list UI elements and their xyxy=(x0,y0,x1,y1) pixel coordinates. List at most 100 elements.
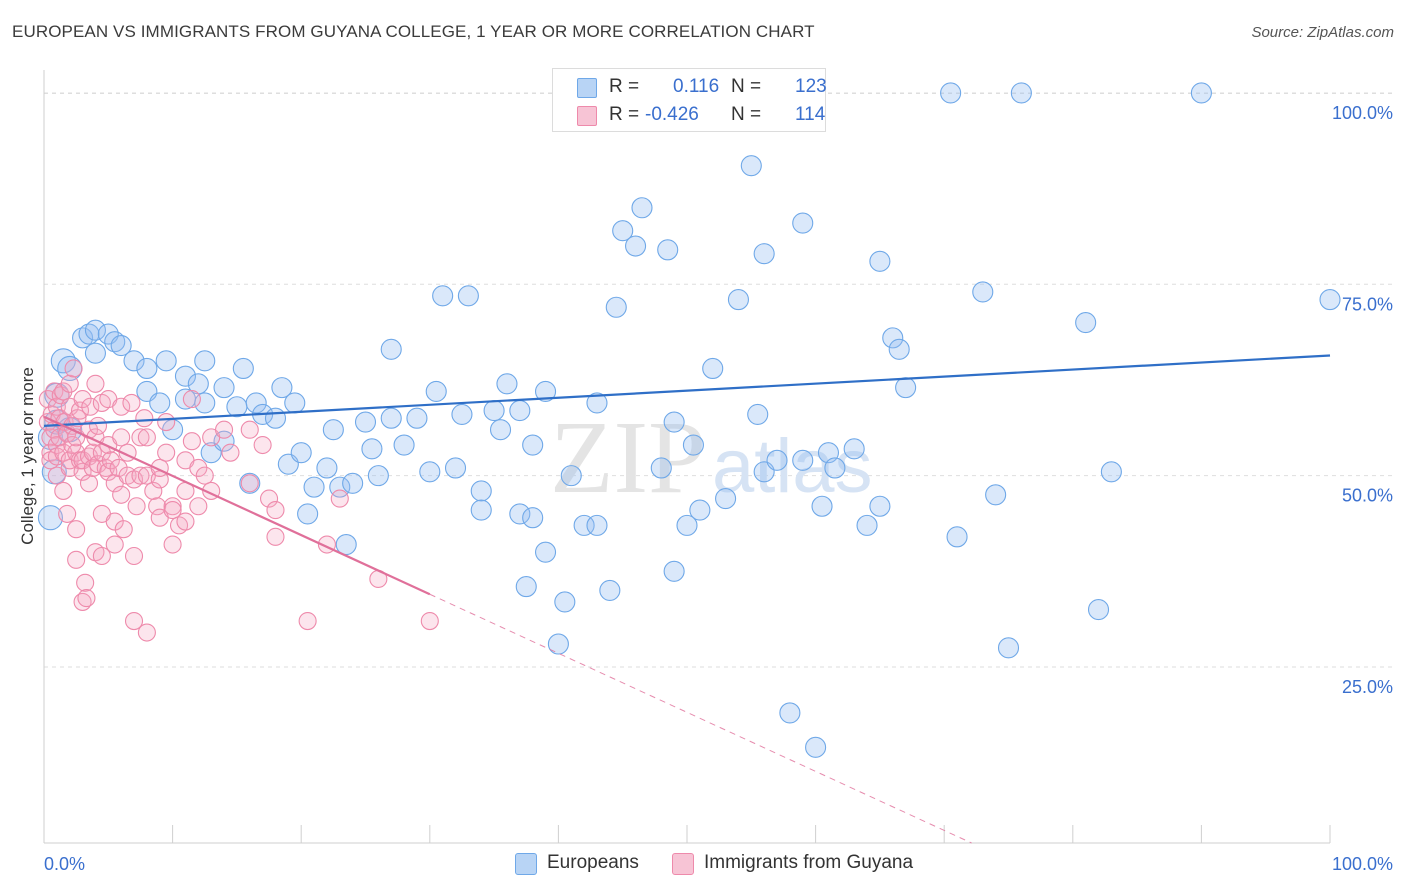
guyana-point xyxy=(127,497,146,516)
europeans-point xyxy=(483,400,505,422)
europeans-point xyxy=(457,285,479,307)
europeans-point xyxy=(702,357,724,380)
guyana-point xyxy=(298,611,317,631)
europeans-point xyxy=(522,434,544,456)
europeans-point xyxy=(444,457,467,479)
europeans-point xyxy=(657,239,679,261)
guyana-point xyxy=(124,611,144,631)
r-label: R = xyxy=(609,104,640,125)
guyana-point xyxy=(124,546,144,566)
guyana-point xyxy=(112,485,131,504)
guyana-points xyxy=(38,359,439,642)
europeans-point xyxy=(361,438,383,460)
grid-lines xyxy=(44,92,1395,668)
correlation-legend: R = 0.116 N = 123 R = -0.426 N = 114 xyxy=(552,68,827,132)
guyana-point xyxy=(189,458,208,478)
guyana-point xyxy=(105,535,124,554)
axis-labels: 25.0% 50.0% 75.0% 100.0% 0.0% 100.0% College, … xyxy=(18,103,1393,874)
guyana-r-value: -0.426 xyxy=(645,104,699,125)
europeans-point xyxy=(84,342,106,364)
y-tick-label: 25.0% xyxy=(1342,677,1393,697)
europeans-point xyxy=(689,499,711,521)
europeans-point xyxy=(843,438,865,460)
y-axis-title: College, 1 year or more xyxy=(18,367,37,545)
europeans-point xyxy=(676,514,698,536)
europeans-point xyxy=(367,465,389,487)
guyana-point xyxy=(240,420,259,439)
europeans-point xyxy=(650,457,672,479)
watermark-atlas: atlas xyxy=(712,424,873,509)
guyana-point xyxy=(131,466,150,485)
europeans-point xyxy=(631,197,653,219)
guyana-point xyxy=(240,474,259,493)
europeans-point xyxy=(560,465,582,487)
guyana-point xyxy=(67,520,86,539)
europeans-point xyxy=(811,495,833,517)
europeans-point xyxy=(496,373,518,395)
europeans-point xyxy=(888,338,910,360)
europeans-point xyxy=(856,514,878,536)
europeans-point xyxy=(470,480,492,502)
guyana-point xyxy=(81,397,100,416)
guyana-point xyxy=(135,409,154,428)
europeans-point xyxy=(149,392,171,414)
europeans-point xyxy=(271,377,293,399)
europeans-point xyxy=(342,472,364,494)
n-label: N = xyxy=(731,76,762,97)
guyana-point xyxy=(99,462,118,481)
europeans-n-value: 123 xyxy=(795,76,827,97)
guyana-point xyxy=(92,546,111,566)
guyana-point xyxy=(182,432,201,451)
europeans-point xyxy=(612,220,634,242)
guyana-swatch xyxy=(577,106,597,126)
europeans-point xyxy=(303,476,325,498)
europeans-trend-line xyxy=(43,354,1331,427)
europeans-point xyxy=(297,503,319,525)
europeans-point xyxy=(824,457,846,479)
watermark-zip: ZIP xyxy=(550,400,706,515)
y-tick-label: 75.0% xyxy=(1342,294,1393,314)
europeans-point xyxy=(1319,289,1341,311)
guyana-point xyxy=(182,390,201,409)
y-tick-label: 50.0% xyxy=(1342,486,1393,506)
europeans-point xyxy=(682,434,704,456)
guyana-point xyxy=(420,611,439,631)
europeans-point xyxy=(895,377,917,399)
europeans-point xyxy=(136,357,158,380)
guyana-point xyxy=(330,489,349,508)
europeans-point xyxy=(753,243,775,265)
europeans-point xyxy=(239,472,261,494)
europeans-point xyxy=(290,442,312,464)
europeans-point xyxy=(1190,82,1212,104)
europeans-legend-label: Europeans xyxy=(547,852,639,873)
guyana-point xyxy=(76,573,95,592)
x-tick-label-end: 100.0% xyxy=(1332,854,1393,874)
europeans-point xyxy=(792,449,814,471)
europeans-point xyxy=(1010,82,1032,104)
source-label: Source: ZipAtlas.com xyxy=(1251,24,1394,41)
guyana-n-value: 114 xyxy=(795,104,826,125)
trend-lines xyxy=(43,354,1331,844)
europeans-point xyxy=(779,702,801,724)
europeans-point xyxy=(470,499,492,521)
guyana-point xyxy=(189,497,208,516)
guyana-point xyxy=(60,374,79,393)
guyana-point xyxy=(54,382,73,401)
europeans-point xyxy=(792,212,814,234)
guyana-point xyxy=(266,527,285,546)
europeans-point xyxy=(155,350,177,372)
y-tick-label: 100.0% xyxy=(1332,103,1393,123)
europeans-point xyxy=(599,579,621,601)
europeans-swatch xyxy=(577,78,597,98)
guyana-point xyxy=(221,443,240,462)
europeans-point xyxy=(940,82,962,104)
guyana-legend-label: Immigrants from Guyana xyxy=(704,852,914,873)
europeans-point xyxy=(226,396,248,418)
europeans-point xyxy=(78,323,100,345)
europeans-point xyxy=(747,403,769,425)
europeans-point xyxy=(110,334,132,357)
europeans-points xyxy=(37,82,1341,758)
guyana-point xyxy=(60,451,79,470)
europeans-point xyxy=(997,637,1020,659)
